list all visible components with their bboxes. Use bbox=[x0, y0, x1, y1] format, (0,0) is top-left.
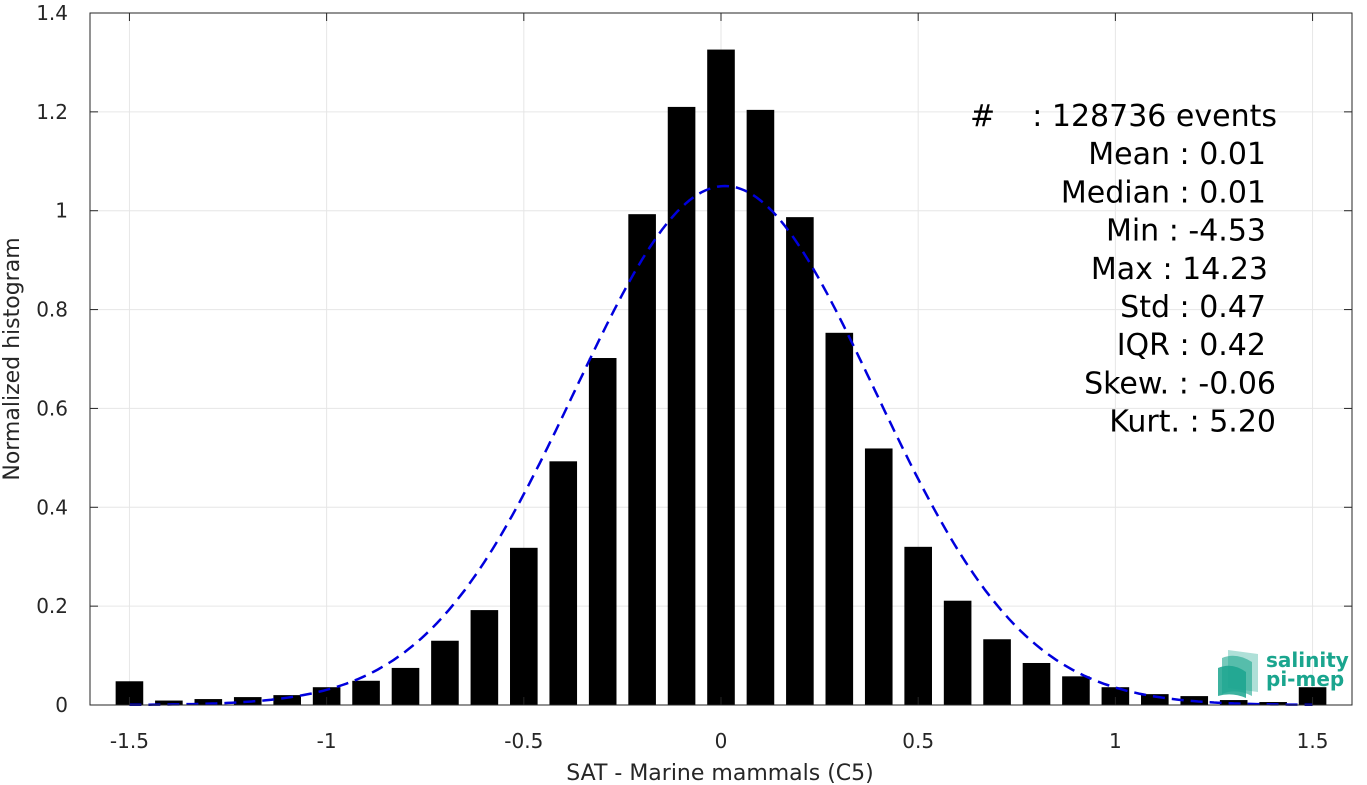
stat-line: Kurt. : 5.20 bbox=[1109, 405, 1276, 440]
stat-line: Median : 0.01 bbox=[1061, 175, 1266, 210]
histogram-bars bbox=[115, 49, 1327, 705]
histogram-bar bbox=[431, 640, 459, 705]
y-tick-label: 0.4 bbox=[36, 495, 68, 519]
wave-icon bbox=[1218, 650, 1258, 698]
y-axis-label: Normalized histogram bbox=[0, 237, 25, 480]
histogram-bar bbox=[943, 600, 972, 705]
histogram-bar bbox=[1298, 687, 1327, 705]
y-tick-label: 1.2 bbox=[36, 100, 68, 124]
histogram-bar bbox=[549, 461, 578, 705]
y-tick-label: 0 bbox=[55, 693, 68, 717]
stat-line: Max : 14.23 bbox=[1091, 252, 1268, 287]
x-tick-label: 0.5 bbox=[902, 729, 934, 753]
x-tick-label: -0.5 bbox=[504, 729, 543, 753]
stat-count-label: # bbox=[970, 99, 995, 134]
axes-frame bbox=[89, 12, 1353, 706]
x-tick-label: -1.5 bbox=[110, 729, 149, 753]
histogram-bar bbox=[628, 214, 656, 705]
gaussian-fit-curve bbox=[129, 184, 1313, 707]
histogram-bar bbox=[115, 681, 144, 705]
histogram-bar bbox=[1141, 694, 1169, 705]
y-tick-label: 1.4 bbox=[36, 1, 68, 25]
histogram-bar bbox=[1062, 676, 1090, 705]
salinity-pi-mep-logo: salinity pi-mep bbox=[1218, 648, 1349, 698]
stat-line: Std : 0.47 bbox=[1120, 290, 1266, 325]
x-tick-labels: -1.5 -1 -0.5 0 0.5 1 1.5 bbox=[110, 729, 1329, 753]
stat-line: Skew. : -0.06 bbox=[1084, 366, 1276, 401]
stat-line: Min : -4.53 bbox=[1106, 214, 1266, 249]
x-tick-label: -1 bbox=[317, 729, 337, 753]
histogram-bar bbox=[667, 106, 696, 705]
y-tick-label: 0.6 bbox=[36, 396, 68, 420]
y-tick-label: 0.2 bbox=[36, 594, 68, 618]
histogram-bar bbox=[1101, 687, 1130, 705]
gaussian-fit-line bbox=[129, 184, 1313, 707]
histogram-bar bbox=[391, 667, 420, 705]
histogram-bar bbox=[786, 217, 814, 705]
x-tick-label: 0 bbox=[715, 729, 728, 753]
stat-line: Mean : 0.01 bbox=[1088, 137, 1266, 172]
stat-line: IQR : 0.42 bbox=[1117, 328, 1266, 363]
histogram-bar bbox=[352, 680, 380, 705]
histogram-bar bbox=[194, 699, 223, 705]
x-tick-label: 1.5 bbox=[1297, 729, 1329, 753]
histogram-bar bbox=[825, 332, 854, 705]
stat-count-value: : 128736 events bbox=[1032, 99, 1277, 134]
histogram-bar bbox=[155, 700, 183, 705]
histogram-bar bbox=[904, 546, 932, 705]
y-tick-labels: 0 0.2 0.4 0.6 0.8 1 1.2 1.4 bbox=[36, 1, 68, 717]
y-tick-label: 1 bbox=[55, 199, 68, 223]
histogram-bar bbox=[470, 610, 499, 705]
histogram-bar bbox=[864, 448, 893, 705]
histogram-bar bbox=[510, 547, 538, 705]
logo-line1: salinity bbox=[1266, 648, 1349, 672]
histogram-bar bbox=[273, 695, 301, 705]
x-axis-label: SAT - Marine mammals (C5) bbox=[566, 761, 874, 785]
histogram-bar bbox=[983, 639, 1011, 705]
histogram-bar bbox=[588, 358, 617, 705]
histogram-bar bbox=[1022, 662, 1051, 705]
x-tick-label: 1 bbox=[1109, 729, 1122, 753]
logo-line2: pi-mep bbox=[1266, 667, 1344, 691]
y-tick-label: 0.8 bbox=[36, 298, 68, 322]
histogram-bar bbox=[707, 49, 735, 705]
